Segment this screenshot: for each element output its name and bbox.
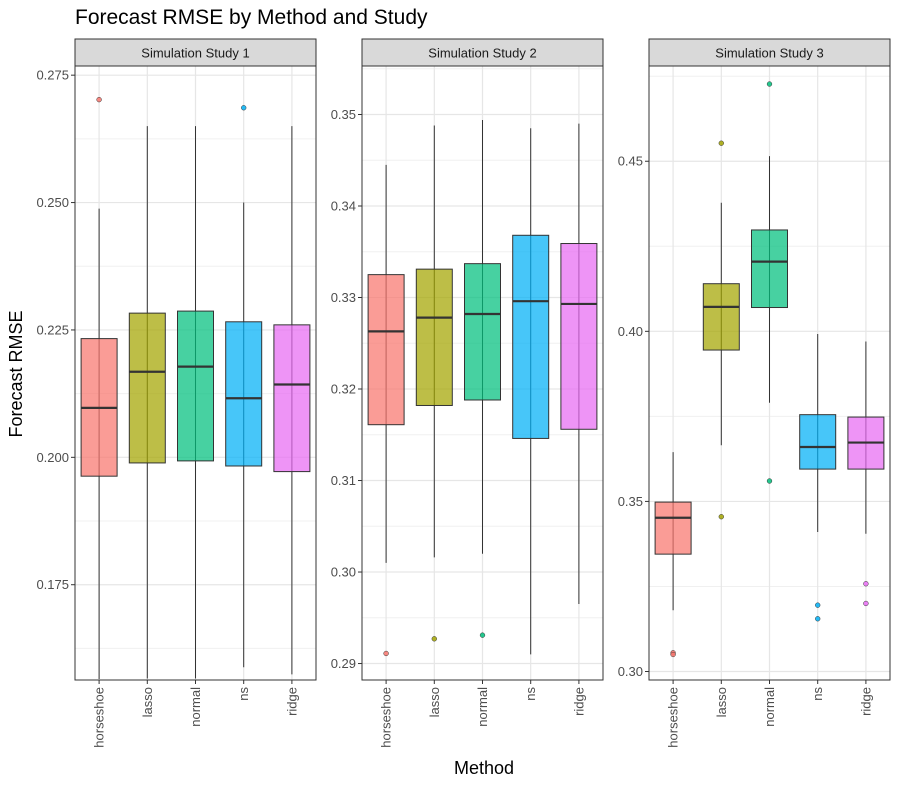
iqr-box-horseshoe — [367, 274, 405, 426]
box-horseshoe — [367, 164, 405, 657]
box-ridge — [847, 341, 885, 607]
y-tick-label: 0.45 — [618, 154, 643, 169]
outlier-point-horseshoe — [96, 96, 102, 103]
chart-title: Forecast RMSE by Method and Study — [75, 6, 428, 29]
iqr-box-normal — [751, 229, 788, 309]
outlier-point-normal — [766, 81, 773, 87]
strip-label: Simulation Study 3 — [715, 46, 823, 61]
box-lasso — [415, 125, 453, 642]
y-tick-label: 0.35 — [618, 494, 643, 509]
outlier-point-ns — [241, 105, 247, 111]
panel-3: Simulation Study 3 0.30 0.35 0.40 0.45 horses… — [618, 38, 891, 748]
y-axis-title: Forecast RMSE — [6, 310, 26, 437]
box-lasso — [702, 140, 740, 520]
iqr-box-normal — [177, 310, 214, 462]
box-horseshoe — [654, 452, 692, 658]
x-tick-label-ns: ns — [523, 687, 538, 701]
box-normal — [751, 81, 788, 484]
x-tick-label-ridge: ridge — [571, 687, 586, 716]
box-ns — [225, 105, 263, 668]
x-tick-label-horseshoe: horseshoe — [379, 687, 394, 748]
outlier-point-horseshoe — [670, 651, 676, 658]
iqr-box-ns — [225, 321, 263, 467]
box-horseshoe — [80, 96, 118, 679]
y-tick-label: 0.175 — [36, 577, 69, 592]
y-tick-label: 0.250 — [36, 195, 69, 210]
box-normal — [177, 126, 214, 679]
iqr-box-normal — [464, 263, 501, 401]
y-tick-label: 0.40 — [618, 324, 643, 339]
strip-background — [74, 38, 317, 67]
outlier-point-lasso — [431, 636, 437, 642]
outlier-point-horseshoe — [383, 650, 389, 657]
strip-background — [648, 38, 891, 67]
y-tick-label: 0.34 — [331, 199, 356, 214]
y-tick-label: 0.31 — [331, 473, 356, 488]
outlier-point-normal — [479, 632, 486, 638]
box-ridge — [273, 126, 311, 675]
iqr-box-lasso — [128, 312, 166, 464]
x-tick-label-horseshoe: horseshoe — [92, 687, 107, 748]
y-tick-label: 0.275 — [36, 68, 69, 83]
box-ridge — [560, 123, 598, 605]
iqr-box-ns — [799, 414, 837, 470]
y-tick-label: 0.225 — [36, 322, 69, 337]
outlier-point-lasso — [718, 140, 724, 146]
box-ns — [799, 334, 837, 622]
strip-background — [361, 38, 604, 67]
x-tick-label-ridge: ridge — [858, 687, 873, 716]
strip-label: Simulation Study 1 — [141, 46, 249, 61]
y-tick-label: 0.32 — [331, 382, 356, 397]
outlier-point-lasso — [718, 514, 724, 520]
y-tick-label: 0.35 — [331, 107, 356, 122]
x-axis-title: Method — [454, 758, 514, 778]
x-tick-label-ns: ns — [236, 687, 251, 701]
x-tick-label-ns: ns — [810, 687, 825, 701]
y-tick-label: 0.30 — [618, 664, 643, 679]
panel-1: Simulation Study 1 0.175 0.200 0.225 0.250 0.… — [36, 38, 317, 748]
outlier-point-ns — [815, 602, 821, 608]
iqr-box-lasso — [415, 268, 453, 406]
x-tick-label-normal: normal — [475, 687, 490, 727]
iqr-box-ridge — [560, 243, 598, 430]
iqr-box-ns — [512, 234, 550, 439]
box-ns — [512, 128, 550, 655]
iqr-box-horseshoe — [654, 501, 692, 555]
x-tick-label-normal: normal — [762, 687, 777, 727]
facet-panels: Simulation Study 1 0.175 0.200 0.225 0.250 0.… — [36, 38, 891, 748]
box-lasso — [128, 126, 166, 679]
outlier-point-ns — [815, 616, 821, 622]
strip-label: Simulation Study 2 — [428, 46, 536, 61]
y-tick-label: 0.30 — [331, 565, 356, 580]
x-tick-label-horseshoe: horseshoe — [666, 687, 681, 748]
x-tick-label-normal: normal — [188, 687, 203, 727]
x-tick-label-lasso: lasso — [140, 687, 155, 717]
panel-2: Simulation Study 2 0.29 0.30 0.31 0.32 0.33 0.… — [331, 38, 604, 748]
iqr-box-lasso — [702, 283, 740, 351]
outlier-point-normal — [766, 478, 773, 484]
x-tick-label-lasso: lasso — [714, 687, 729, 717]
outlier-point-ridge — [863, 600, 869, 607]
x-tick-label-ridge: ridge — [284, 687, 299, 716]
y-tick-label: 0.200 — [36, 450, 69, 465]
y-tick-label: 0.29 — [331, 656, 356, 671]
iqr-box-ridge — [273, 324, 311, 473]
x-tick-label-lasso: lasso — [427, 687, 442, 717]
y-tick-label: 0.33 — [331, 290, 356, 305]
box-normal — [464, 119, 501, 638]
outlier-point-ridge — [863, 581, 869, 587]
